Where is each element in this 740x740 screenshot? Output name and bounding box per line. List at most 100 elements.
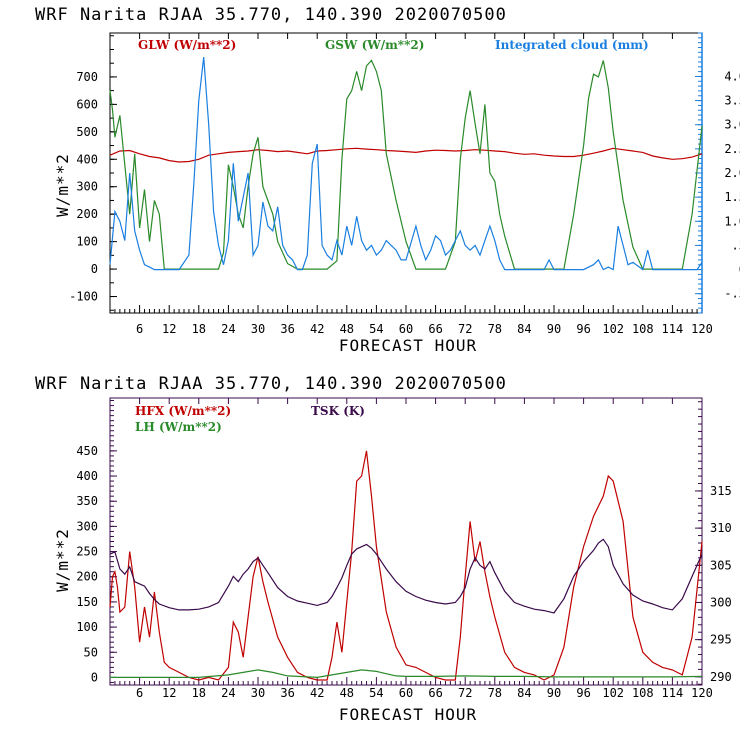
x-tick-label: 6 (136, 686, 143, 700)
x-tick-label: 18 (192, 686, 206, 700)
y2-tick-label: 300 (710, 595, 732, 609)
x-tick-label: 102 (602, 686, 624, 700)
x-tick-label: 96 (576, 322, 590, 336)
y2-tick-label: 310 (710, 521, 732, 535)
series-line-hfx (109, 450, 703, 681)
x-tick-label: 108 (632, 322, 654, 336)
y2-tick-label: .5 (732, 238, 740, 252)
x-tick-label: 24 (221, 322, 235, 336)
x-tick-label: 96 (576, 686, 590, 700)
x-tick-label: 66 (428, 322, 442, 336)
y2-tick-label: 290 (710, 670, 732, 684)
x-tick-label: 120 (691, 686, 713, 700)
x-tick-label: 12 (162, 686, 176, 700)
y-tick-label: 400 (76, 152, 98, 166)
x-tick-label: 102 (602, 322, 624, 336)
x-tick-label: 78 (488, 322, 502, 336)
axis-ticks: 6 12 18 24 30 36 42 48 54 60 66 72 78 84 90 96 102 108 114… (76, 398, 732, 700)
series-line-integrated-cloud (109, 57, 703, 271)
y2-tick-label: 0 (739, 263, 740, 277)
x-tick-label: 42 (310, 322, 324, 336)
y-axis-label: W/m**2 (53, 153, 72, 217)
legend-glw: GLW (W/m**2) (138, 38, 236, 52)
x-tick-label: 72 (458, 322, 472, 336)
y2-tick-label: 1.5 (724, 190, 740, 204)
y2-tick-label: 315 (710, 484, 732, 498)
y2-tick-label: 2.0 (724, 166, 740, 180)
x-tick-label: 48 (340, 322, 354, 336)
y-tick-label: 200 (76, 207, 98, 221)
series-line-gsw (109, 59, 703, 270)
x-tick-label: 54 (369, 686, 383, 700)
y-tick-label: 600 (76, 97, 98, 111)
x-tick-label: 12 (162, 322, 176, 336)
x-axis-label: FORECAST HOUR (339, 336, 477, 355)
y-tick-label: 100 (76, 235, 98, 249)
x-tick-label: 60 (399, 686, 413, 700)
y-tick-label: 250 (76, 545, 98, 559)
series-line-tsk (109, 538, 703, 614)
y-tick-label: -100 (69, 290, 98, 304)
y-tick-label: 50 (84, 645, 98, 659)
legend-hfx: HFX (W/m**2) (135, 404, 231, 418)
x-tick-label: 60 (399, 322, 413, 336)
legend-cloud: Integrated cloud (mm) (495, 38, 649, 52)
y-axis-label: W/m**2 (53, 528, 72, 592)
y-tick-label: 350 (76, 494, 98, 508)
plot-frame (109, 32, 703, 314)
x-tick-label: 78 (488, 686, 502, 700)
panel-radiation: WRF Narita RJAA 35.770, 140.390 20200705… (35, 5, 740, 355)
series-line-glw (109, 147, 703, 163)
x-tick-label: 84 (517, 686, 531, 700)
x-tick-label: 66 (428, 686, 442, 700)
legend-lh: LH (W/m**2) (135, 420, 222, 434)
x-tick-label: 114 (662, 322, 684, 336)
y-tick-label: 0 (91, 670, 98, 684)
y2-tick-label: 305 (710, 558, 732, 572)
y-tick-label: 400 (76, 469, 98, 483)
y-tick-label: 300 (76, 519, 98, 533)
y2-tick-label: -.5 (724, 287, 740, 301)
y-tick-label: 450 (76, 444, 98, 458)
x-tick-label: 36 (280, 686, 294, 700)
y-tick-label: 500 (76, 125, 98, 139)
axis-ticks: 6 12 18 24 30 36 42 48 54 60 66 72 78 84 90 96 102 108 114… (69, 32, 740, 336)
x-tick-label: 30 (251, 322, 265, 336)
y-tick-label: 150 (76, 595, 98, 609)
x-axis-label: FORECAST HOUR (339, 705, 477, 724)
y2-tick-label: 3.0 (724, 118, 740, 132)
y2-tick-label: 1.0 (724, 214, 740, 228)
y-tick-label: 0 (91, 262, 98, 276)
series-lines (109, 57, 703, 271)
series-lines (109, 450, 703, 681)
panel-title: WRF Narita RJAA 35.770, 140.390 20200705… (35, 5, 507, 25)
x-tick-label: 54 (369, 322, 383, 336)
plot-frame (109, 397, 703, 686)
x-tick-label: 18 (192, 322, 206, 336)
x-tick-label: 90 (547, 322, 561, 336)
y2-tick-label: 2.5 (724, 142, 740, 156)
x-tick-label: 36 (280, 322, 294, 336)
legend-tsk: TSK (K) (311, 404, 365, 418)
x-tick-label: 24 (221, 686, 235, 700)
x-tick-label: 84 (517, 322, 531, 336)
x-tick-label: 108 (632, 686, 654, 700)
x-tick-label: 72 (458, 686, 472, 700)
panel-fluxes: WRF Narita RJAA 35.770, 140.390 20200705… (35, 374, 732, 724)
y-tick-label: 200 (76, 570, 98, 584)
x-tick-label: 6 (136, 322, 143, 336)
y-tick-label: 700 (76, 70, 98, 84)
series-line-lh (110, 669, 703, 679)
x-tick-label: 48 (340, 686, 354, 700)
x-tick-label: 114 (662, 686, 684, 700)
legend-gsw: GSW (W/m**2) (325, 38, 424, 52)
y2-tick-label: 295 (710, 633, 732, 647)
y2-tick-label: 3.5 (724, 94, 740, 108)
panel-title: WRF Narita RJAA 35.770, 140.390 20200705… (35, 374, 507, 394)
y-tick-label: 100 (76, 620, 98, 634)
x-tick-label: 120 (691, 322, 713, 336)
x-tick-label: 90 (547, 686, 561, 700)
x-tick-label: 42 (310, 686, 324, 700)
y2-tick-label: 4.0 (724, 69, 740, 83)
